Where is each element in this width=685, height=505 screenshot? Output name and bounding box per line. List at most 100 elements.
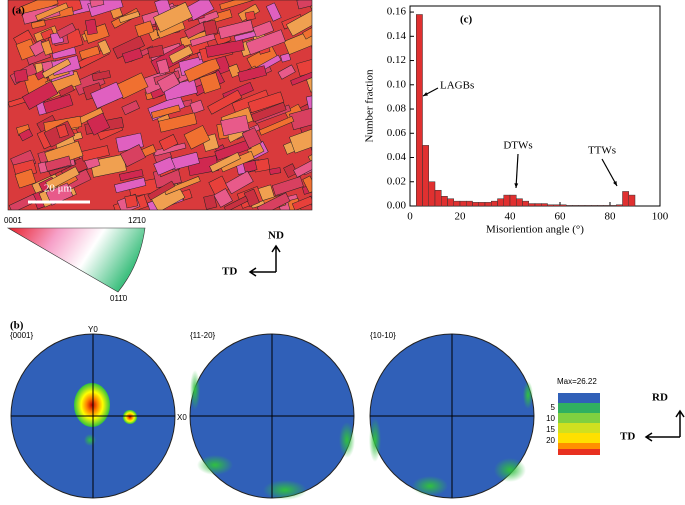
grain <box>265 2 282 22</box>
grain <box>228 63 241 78</box>
bar <box>459 200 467 207</box>
x-tick-label: 20 <box>455 211 467 223</box>
grain <box>309 190 312 209</box>
map-frame <box>7 0 313 211</box>
grain <box>203 194 218 210</box>
grain <box>237 65 267 83</box>
grain <box>205 39 245 58</box>
grain <box>225 170 254 195</box>
bar <box>466 200 473 207</box>
grain <box>13 68 29 83</box>
pole-figure <box>369 333 535 499</box>
histogram-chart: 0.00 0.02 0.04 0.06 0.08 0.10 0.12 0.14 0.16 0 20 4… <box>364 5 669 236</box>
axis-label: TD <box>222 266 237 278</box>
y-tick-label: 0.10 <box>387 78 407 90</box>
pole-axis-label: X0 <box>177 413 187 422</box>
grain <box>44 155 72 172</box>
axis-arrows <box>248 244 281 277</box>
ipf-label: 12̄10 <box>128 216 146 225</box>
arrow-head <box>613 181 617 186</box>
grain <box>97 39 112 56</box>
bar <box>497 198 504 207</box>
grain <box>291 196 312 210</box>
grain <box>42 94 74 114</box>
grain <box>245 29 286 56</box>
grain <box>183 57 221 83</box>
grain <box>302 175 312 194</box>
axis-arrows <box>644 409 685 442</box>
y-axis-label: Number fraction <box>364 69 376 142</box>
grain <box>156 72 181 93</box>
bar <box>628 194 636 207</box>
x-tick-label: 80 <box>605 211 617 223</box>
scale-bar-label: 20 μm <box>44 183 73 195</box>
grain <box>124 194 139 209</box>
annotation: DTWs <box>503 140 532 152</box>
legend-level: 5 <box>551 403 556 412</box>
grain <box>244 10 256 21</box>
grain <box>219 0 255 11</box>
grain <box>189 99 205 114</box>
x-axis-label: Misoriention angle (°) <box>486 224 584 236</box>
bar <box>472 202 479 207</box>
grain <box>89 0 105 8</box>
grain <box>14 168 37 189</box>
grain <box>286 10 312 37</box>
grain <box>91 70 111 82</box>
bar <box>609 205 617 207</box>
bar <box>541 203 548 207</box>
annotation: LAGBs <box>440 80 474 92</box>
grain <box>242 159 258 173</box>
arrow-head <box>514 183 519 188</box>
grain <box>35 2 69 21</box>
grain <box>199 72 222 94</box>
grain <box>158 112 198 133</box>
ipf-label: 011̄0 <box>110 294 128 303</box>
grain <box>168 45 194 64</box>
bar <box>441 196 448 207</box>
bar <box>491 200 498 207</box>
grain <box>213 188 233 208</box>
pole-figure-title: {11-20} <box>190 331 216 340</box>
bar <box>547 204 554 207</box>
grain <box>90 81 124 109</box>
grain <box>305 94 312 113</box>
grain <box>119 169 144 182</box>
grain <box>114 177 147 194</box>
grain <box>8 193 38 210</box>
grain <box>158 134 179 151</box>
axis-label: ND <box>268 230 284 242</box>
grain <box>302 20 312 40</box>
y-tick-label: 0.04 <box>387 151 407 163</box>
x-tick-label: 60 <box>555 211 567 223</box>
grain <box>217 19 254 40</box>
grain <box>22 80 59 110</box>
bar <box>597 205 604 207</box>
bar <box>553 204 561 207</box>
pole-figure <box>10 333 176 499</box>
axis-label: TD <box>620 431 635 443</box>
y-tick-label: 0.06 <box>387 127 407 139</box>
legend-level: 20 <box>546 436 555 445</box>
bar <box>566 205 573 207</box>
bar <box>478 202 486 207</box>
grain <box>18 128 34 142</box>
color-legend <box>558 393 600 455</box>
grain <box>134 20 155 37</box>
y-tick-label: 0.00 <box>387 200 407 212</box>
bar <box>522 200 529 207</box>
y-tick-label: 0.16 <box>387 6 407 18</box>
bar <box>509 194 517 207</box>
bar <box>434 189 442 207</box>
grain <box>58 84 75 97</box>
legend-level: 15 <box>546 425 555 434</box>
bar <box>572 205 579 207</box>
ebsd-map <box>8 0 312 210</box>
bar <box>559 204 567 207</box>
grain <box>250 101 287 123</box>
chart-title: (c) <box>460 14 473 26</box>
grain <box>252 20 275 38</box>
bar <box>622 191 629 207</box>
grain <box>309 0 312 17</box>
y-tick-label: 0.14 <box>387 30 407 42</box>
